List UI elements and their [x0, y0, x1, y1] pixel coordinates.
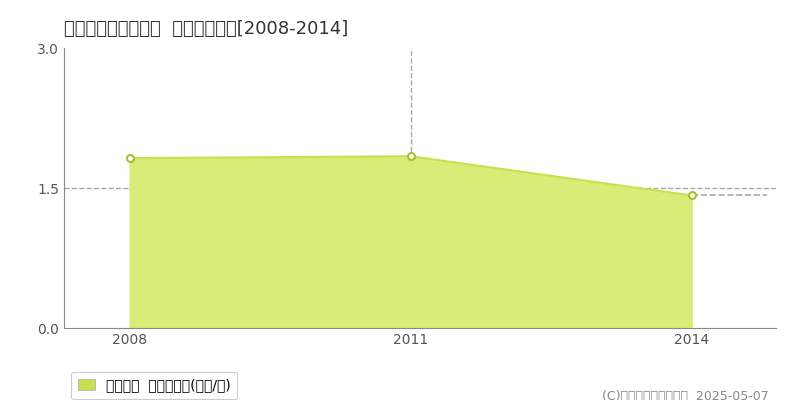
Text: 喜多郡内子町中田渡  土地価格推移[2008-2014]: 喜多郡内子町中田渡 土地価格推移[2008-2014]	[64, 20, 348, 38]
Legend: 土地価格  平均坪単価(万円/坪): 土地価格 平均坪単価(万円/坪)	[71, 372, 238, 400]
Text: (C)土地価格ドットコム  2025-05-07: (C)土地価格ドットコム 2025-05-07	[602, 390, 769, 400]
